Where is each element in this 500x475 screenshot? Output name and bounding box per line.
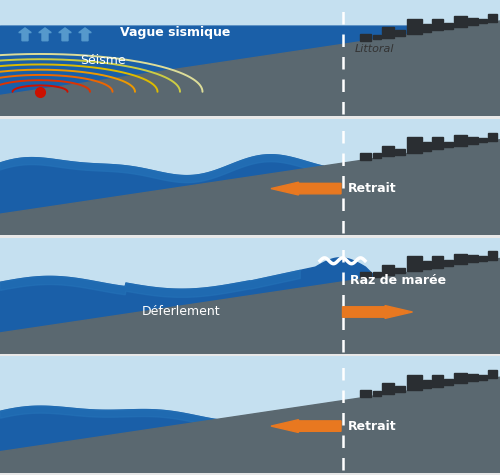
Bar: [488, 251, 497, 259]
Bar: [479, 256, 487, 261]
Bar: [444, 260, 453, 266]
Text: Retrait: Retrait: [348, 419, 396, 433]
Bar: [360, 390, 371, 397]
Bar: [468, 256, 478, 263]
Polygon shape: [0, 356, 500, 473]
Text: Déferlement: Déferlement: [142, 305, 220, 318]
Bar: [395, 267, 405, 273]
Bar: [423, 380, 431, 388]
Bar: [468, 374, 478, 381]
Bar: [488, 14, 497, 22]
Bar: [382, 383, 394, 394]
Bar: [360, 34, 371, 41]
Bar: [432, 256, 443, 268]
Bar: [488, 133, 497, 141]
FancyArrow shape: [79, 28, 92, 41]
Bar: [454, 372, 467, 383]
FancyArrow shape: [19, 28, 31, 41]
Bar: [395, 386, 405, 392]
Bar: [432, 137, 443, 149]
Bar: [372, 153, 380, 158]
Bar: [423, 261, 431, 269]
Bar: [360, 153, 371, 160]
Bar: [468, 18, 478, 25]
Bar: [454, 254, 467, 264]
Bar: [372, 272, 380, 277]
Bar: [432, 375, 443, 387]
Bar: [360, 272, 371, 278]
FancyArrow shape: [271, 182, 341, 195]
Text: Retrait: Retrait: [348, 182, 396, 195]
FancyArrow shape: [271, 420, 341, 432]
FancyArrow shape: [342, 305, 412, 318]
Bar: [432, 19, 443, 30]
Bar: [372, 35, 380, 39]
Bar: [454, 135, 467, 145]
Polygon shape: [0, 238, 500, 354]
FancyArrow shape: [39, 28, 52, 41]
Bar: [479, 375, 487, 380]
Bar: [444, 379, 453, 385]
Text: Littoral: Littoral: [355, 44, 395, 54]
Text: Raz de marée: Raz de marée: [350, 274, 446, 287]
Bar: [468, 137, 478, 144]
Bar: [395, 149, 405, 154]
Bar: [382, 27, 394, 38]
Bar: [444, 142, 453, 147]
Bar: [479, 19, 487, 23]
Text: Séisme: Séisme: [80, 54, 126, 67]
Bar: [382, 146, 394, 156]
Polygon shape: [0, 0, 500, 116]
Bar: [406, 375, 422, 390]
Bar: [479, 138, 487, 142]
Bar: [423, 142, 431, 151]
FancyArrow shape: [59, 28, 72, 41]
Bar: [395, 30, 405, 36]
Bar: [423, 24, 431, 32]
Bar: [372, 391, 380, 396]
Bar: [406, 19, 422, 34]
Bar: [444, 23, 453, 28]
Bar: [406, 256, 422, 271]
Text: Vague sismique: Vague sismique: [120, 26, 230, 39]
Polygon shape: [0, 119, 500, 235]
Bar: [454, 16, 467, 27]
Bar: [382, 265, 394, 275]
Bar: [406, 137, 422, 152]
Bar: [488, 370, 497, 378]
